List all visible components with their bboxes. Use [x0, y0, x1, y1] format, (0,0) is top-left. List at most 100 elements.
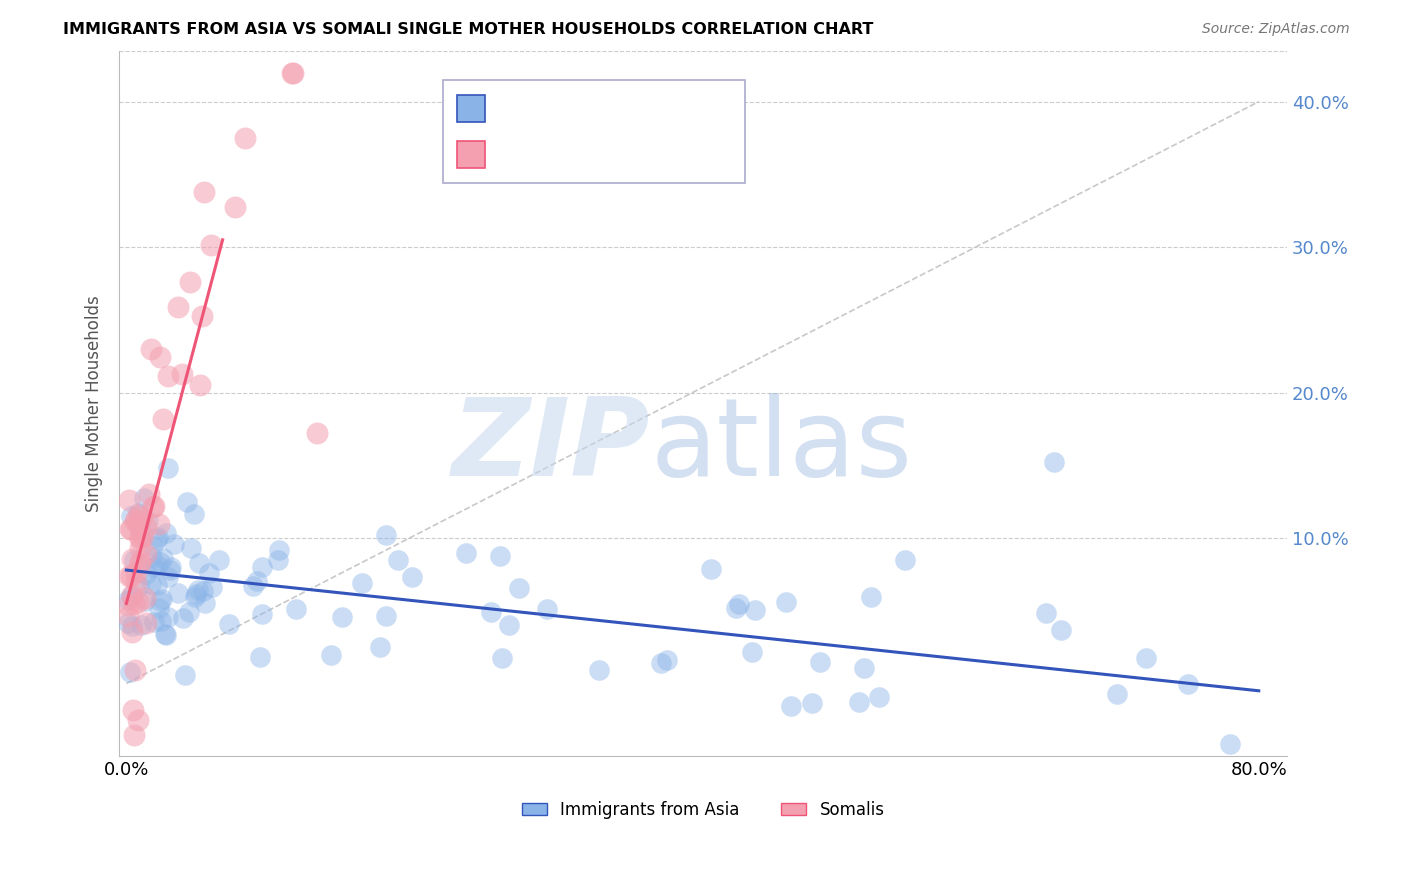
Point [808, 656, 831, 670]
Point [134, 591, 156, 606]
Text: ZIP: ZIP [453, 392, 651, 499]
Point [135, 520, 157, 534]
Point [166, 300, 188, 314]
Text: IMMIGRANTS FROM ASIA VS SOMALI SINGLE MOTHER HOUSEHOLDS CORRELATION CHART: IMMIGRANTS FROM ASIA VS SOMALI SINGLE MO… [63, 22, 873, 37]
Point [174, 668, 197, 682]
Point [142, 539, 165, 553]
Point [122, 728, 145, 742]
Point [128, 508, 150, 522]
Point [143, 499, 166, 513]
Point [177, 605, 200, 619]
Point [401, 570, 423, 584]
Point [121, 551, 143, 566]
Text: -0.459: -0.459 [548, 99, 607, 118]
Point [167, 586, 190, 600]
Point [194, 596, 217, 610]
Point [201, 580, 224, 594]
Point [117, 599, 139, 613]
Point [145, 578, 167, 592]
Point [120, 665, 142, 680]
Point [224, 200, 246, 214]
Text: 103: 103 [665, 99, 700, 118]
Point [141, 549, 163, 564]
Y-axis label: Single Mother Households: Single Mother Households [86, 295, 103, 512]
Point [454, 546, 477, 560]
Point [188, 556, 211, 570]
Text: N =: N = [612, 99, 659, 118]
Point [139, 577, 162, 591]
Point [128, 554, 150, 568]
Point [121, 619, 143, 633]
Point [1042, 455, 1064, 469]
Point [800, 696, 823, 710]
Point [1177, 677, 1199, 691]
Text: Source: ZipAtlas.com: Source: ZipAtlas.com [1202, 22, 1350, 37]
Text: atlas: atlas [651, 392, 912, 499]
Point [148, 350, 170, 364]
Point [1135, 651, 1157, 665]
Point [157, 610, 180, 624]
Point [191, 584, 214, 599]
Point [117, 592, 139, 607]
Point [127, 516, 149, 531]
Point [1219, 738, 1241, 752]
Point [744, 603, 766, 617]
Point [176, 495, 198, 509]
Point [655, 653, 678, 667]
Point [249, 650, 271, 665]
Point [233, 131, 256, 145]
Point [142, 500, 165, 514]
Point [368, 640, 391, 654]
Point [252, 607, 274, 622]
Point [193, 185, 215, 199]
Point [281, 65, 304, 79]
Point [191, 309, 214, 323]
Point [127, 713, 149, 727]
Point [141, 342, 163, 356]
Point [508, 581, 530, 595]
Point [285, 602, 308, 616]
Point [128, 532, 150, 546]
Point [142, 615, 165, 629]
Point [155, 627, 177, 641]
Point [145, 533, 167, 547]
Point [1049, 623, 1071, 637]
Point [149, 555, 172, 569]
Text: 53: 53 [665, 145, 688, 163]
Point [121, 588, 143, 602]
Point [246, 574, 269, 588]
Point [724, 601, 747, 615]
Point [135, 615, 157, 630]
Point [124, 552, 146, 566]
Point [200, 238, 222, 252]
Point [129, 522, 152, 536]
Point [120, 589, 142, 603]
Point [172, 611, 194, 625]
Point [136, 514, 159, 528]
Point [129, 618, 152, 632]
Point [180, 541, 202, 555]
Point [489, 549, 512, 564]
Point [149, 593, 172, 607]
Point [267, 553, 290, 567]
Point [536, 602, 558, 616]
Point [128, 579, 150, 593]
Point [134, 594, 156, 608]
Point [186, 587, 208, 601]
Point [650, 656, 672, 670]
Text: 0.751: 0.751 [548, 145, 600, 163]
Point [218, 616, 240, 631]
Point [118, 569, 141, 583]
Point [131, 510, 153, 524]
Point [150, 614, 173, 628]
Point [159, 563, 181, 577]
Point [117, 609, 139, 624]
Text: R =: R = [496, 99, 533, 118]
Point [118, 492, 141, 507]
Point [780, 699, 803, 714]
Point [387, 552, 409, 566]
Point [138, 487, 160, 501]
Point [183, 508, 205, 522]
Point [125, 512, 148, 526]
Point [700, 561, 723, 575]
